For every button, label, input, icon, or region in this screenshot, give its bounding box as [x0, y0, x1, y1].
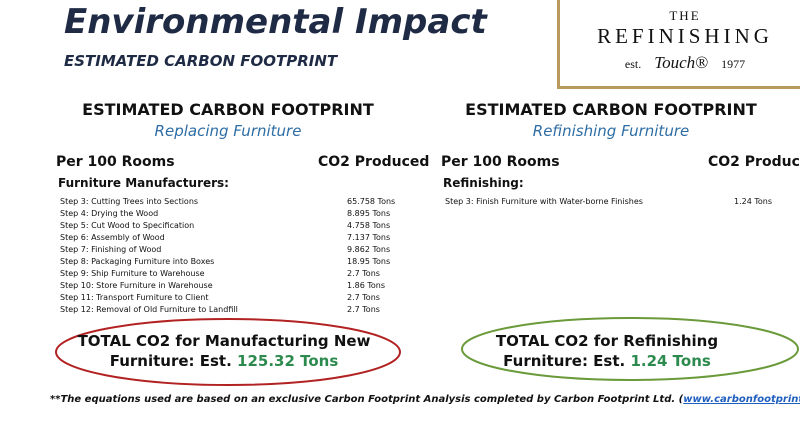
step-label: Step 3: Finish Furniture with Water-born…: [445, 197, 643, 206]
step-label: Step 3: Cutting Trees into Sections: [60, 197, 199, 206]
col-header: Per 100 Rooms: [441, 154, 560, 170]
step-label: Step 5: Cut Wood to Specification: [60, 221, 195, 230]
step-label: Step 12: Removal of Old Furniture to Lan…: [60, 305, 238, 314]
step-value: 4.758 Tons: [347, 221, 391, 230]
step-value: 9.862 Tons: [347, 245, 391, 254]
step-value: 2.7 Tons: [347, 269, 380, 278]
subtitle: ESTIMATED CARBON FOOTPRINT: [64, 52, 338, 70]
col-header: CO2 Produced: [708, 154, 800, 170]
step-label: Step 4: Drying the Wood: [60, 209, 159, 218]
logo-script: Touch®: [654, 53, 709, 72]
total-line: TOTAL CO2 for Manufacturing New: [77, 332, 371, 350]
step-label: Step 9: Ship Furniture to Warehouse: [60, 269, 205, 278]
step-value: 7.137 Tons: [347, 233, 391, 242]
panel-subheading: Refinishing Furniture: [532, 122, 690, 140]
step-value: 18.95 Tons: [347, 257, 391, 266]
panel-heading: ESTIMATED CARBON FOOTPRINT: [82, 100, 374, 119]
step-label: Step 7: Finishing of Wood: [60, 245, 162, 254]
step-value: 1.86 Tons: [347, 281, 386, 290]
total-value: 125.32 Tons: [237, 352, 339, 370]
logo-year: 1977: [721, 57, 746, 71]
green-ellipse: [461, 317, 799, 381]
panel-heading: ESTIMATED CARBON FOOTPRINT: [465, 100, 757, 119]
step-value: 2.7 Tons: [347, 305, 380, 314]
step-value: 65.758 Tons: [347, 197, 396, 206]
logo-name: REFINISHING: [597, 24, 773, 48]
total-line: Furniture: Est. 1.24 Tons: [503, 352, 711, 370]
footnote-text: **The equations used are based on an exc…: [50, 394, 684, 405]
panel-subheading: Replacing Furniture: [154, 122, 302, 140]
total-line: Furniture: Est. 125.32 Tons: [109, 352, 339, 370]
step-value: 2.7 Tons: [347, 293, 380, 302]
col-header: Per 100 Rooms: [56, 154, 175, 170]
logo-est: est.: [624, 57, 642, 71]
step-value: 8.895 Tons: [347, 209, 391, 218]
total-line: TOTAL CO2 for Refinishing: [495, 332, 719, 350]
group-label: Furniture Manufacturers:: [58, 176, 229, 190]
red-ellipse: [55, 318, 401, 386]
col-header: CO2 Produced: [318, 154, 430, 170]
footnote: **The equations used are based on an exc…: [50, 394, 800, 405]
footnote-link[interactable]: www.carbonfootprint.com: [683, 394, 800, 405]
step-label: Step 6: Assembly of Wood: [60, 233, 165, 242]
title: Environmental Impact: [64, 2, 487, 42]
step-value: 1.24 Tons: [734, 197, 773, 206]
logo-the: THE: [669, 8, 701, 23]
total-value: 1.24 Tons: [630, 352, 711, 370]
step-label: Step 10: Store Furniture in Warehouse: [60, 281, 213, 290]
logo: THE REFINISHING est. Touch® 1977: [557, 0, 800, 89]
group-label: Refinishing:: [443, 176, 524, 190]
step-label: Step 8: Packaging Furniture into Boxes: [60, 257, 215, 266]
step-label: Step 11: Transport Furniture to Client: [60, 293, 209, 302]
